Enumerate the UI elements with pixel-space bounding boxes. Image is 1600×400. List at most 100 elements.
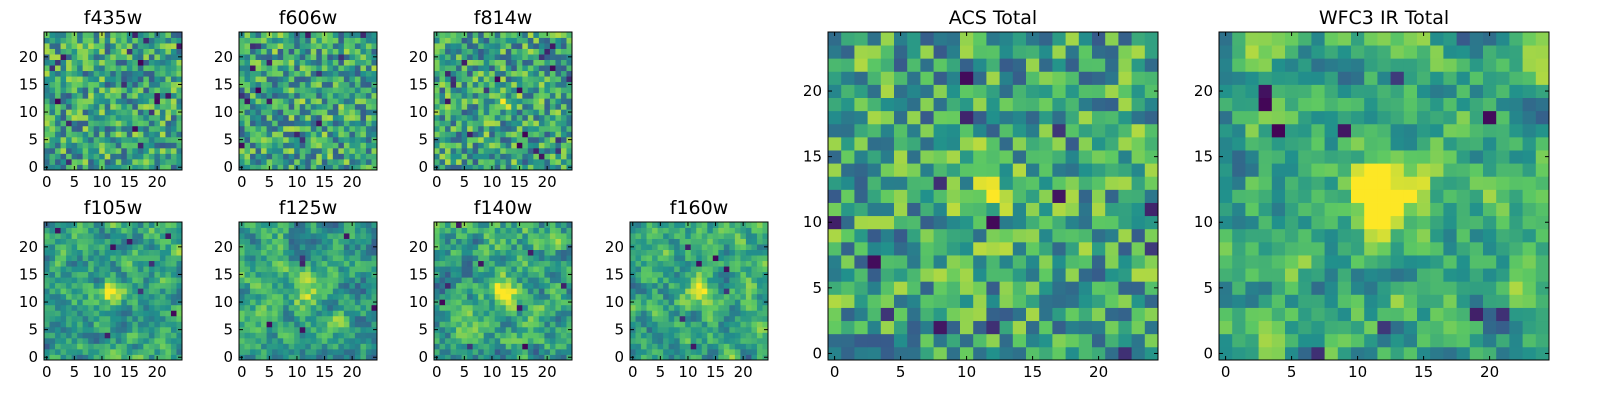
heatmap-cell	[316, 348, 323, 355]
heatmap-cell	[49, 260, 56, 267]
heatmap-cell	[712, 249, 719, 256]
heatmap-cell	[321, 81, 328, 88]
heatmap-cell	[371, 310, 378, 317]
heatmap-cell	[652, 277, 658, 284]
heatmap-cell	[867, 268, 882, 282]
heatmap-cell	[261, 299, 267, 306]
heatmap-cell	[338, 81, 345, 88]
heatmap-cell	[272, 260, 279, 267]
heatmap-cell	[165, 142, 172, 149]
heatmap-cell	[154, 326, 161, 333]
heatmap-cell	[544, 326, 551, 333]
heatmap-cell	[450, 59, 457, 66]
heatmap-cell	[82, 304, 89, 311]
heatmap-cell	[854, 202, 868, 217]
heatmap-cell	[566, 337, 573, 344]
heatmap-cell	[560, 87, 567, 94]
heatmap-cell	[439, 158, 446, 165]
heatmap-cell	[439, 109, 446, 116]
heatmap-cell	[66, 326, 72, 333]
heatmap-cell	[77, 277, 84, 284]
heatmap-cell	[734, 332, 741, 339]
heatmap-cell	[494, 326, 501, 333]
heatmap-cell	[707, 343, 714, 350]
heatmap-cell	[71, 158, 78, 165]
heatmap-cell	[456, 326, 462, 333]
heatmap-cell	[126, 271, 133, 278]
heatmap-cell	[516, 54, 523, 60]
heatmap-cell	[115, 282, 122, 289]
heatmap-cell	[110, 76, 117, 83]
heatmap-cell	[434, 103, 440, 110]
heatmap-cell	[338, 277, 345, 284]
heatmap-cell	[434, 337, 440, 344]
heatmap-cell	[299, 288, 306, 295]
heatmap-cell	[652, 260, 658, 267]
heatmap-cell	[1065, 189, 1080, 203]
heatmap-cell	[668, 260, 675, 267]
heatmap-cell	[450, 87, 457, 94]
heatmap-cell	[288, 37, 295, 44]
heatmap-cell	[544, 304, 551, 311]
heatmap-cell	[244, 125, 251, 132]
heatmap-cell	[77, 65, 84, 72]
heatmap-cell	[740, 310, 747, 317]
heatmap-cell	[338, 59, 345, 66]
heatmap-cell	[310, 125, 317, 132]
heatmap-cell	[751, 326, 758, 333]
heatmap-cell	[1039, 241, 1053, 256]
heatmap-cell	[310, 92, 317, 99]
heatmap-cell	[1065, 202, 1080, 217]
heatmap-cell	[321, 227, 328, 234]
heatmap-cell	[522, 103, 529, 110]
heatmap-cell	[986, 294, 1000, 308]
heatmap-cell	[371, 348, 378, 355]
heatmap-cell	[288, 147, 295, 154]
heatmap-cell	[143, 87, 150, 94]
heatmap-cell	[159, 65, 166, 72]
heatmap-cell	[522, 244, 529, 250]
heatmap-cell	[685, 326, 692, 333]
heatmap-cell	[505, 103, 512, 110]
heatmap-cell	[137, 222, 144, 228]
heatmap-cell	[327, 48, 334, 55]
heatmap-cell	[745, 315, 752, 322]
heatmap-cell	[283, 304, 290, 311]
heatmap-cell	[973, 176, 987, 190]
heatmap-cell	[1105, 202, 1119, 217]
y-tick-label: 15	[409, 75, 428, 93]
heatmap-cell	[461, 136, 468, 143]
heatmap-cell	[527, 315, 534, 322]
heatmap-cell	[467, 59, 474, 66]
heatmap-cell	[483, 125, 490, 132]
heatmap-cell	[170, 260, 177, 267]
heatmap-cell	[132, 158, 139, 165]
heatmap-cell	[255, 147, 262, 154]
heatmap-cell	[489, 158, 496, 165]
heatmap-cell	[505, 222, 512, 228]
heatmap-cell	[751, 321, 758, 328]
heatmap-cell	[538, 87, 545, 94]
y-tick-label: 20	[214, 48, 233, 66]
heatmap-cell	[516, 293, 523, 300]
heatmap-cell	[516, 315, 523, 322]
heatmap-cell	[299, 266, 306, 273]
heatmap-cell	[668, 255, 675, 262]
heatmap-cell	[283, 282, 290, 289]
heatmap-cell	[88, 120, 95, 127]
heatmap-cell	[505, 114, 512, 121]
heatmap-cell	[321, 120, 328, 127]
heatmap-cell	[137, 293, 144, 300]
heatmap-cell	[505, 343, 512, 350]
heatmap-cell	[712, 288, 719, 295]
heatmap-cell	[60, 32, 67, 38]
heatmap-cell	[533, 125, 540, 132]
heatmap-cell	[115, 266, 122, 273]
heatmap-cell	[511, 131, 518, 138]
heatmap-cell	[143, 326, 150, 333]
heatmap-cell	[472, 103, 479, 110]
heatmap-cell	[533, 37, 540, 44]
heatmap-cell	[894, 255, 908, 269]
heatmap-cell	[288, 266, 295, 273]
heatmap-cell	[104, 131, 111, 138]
